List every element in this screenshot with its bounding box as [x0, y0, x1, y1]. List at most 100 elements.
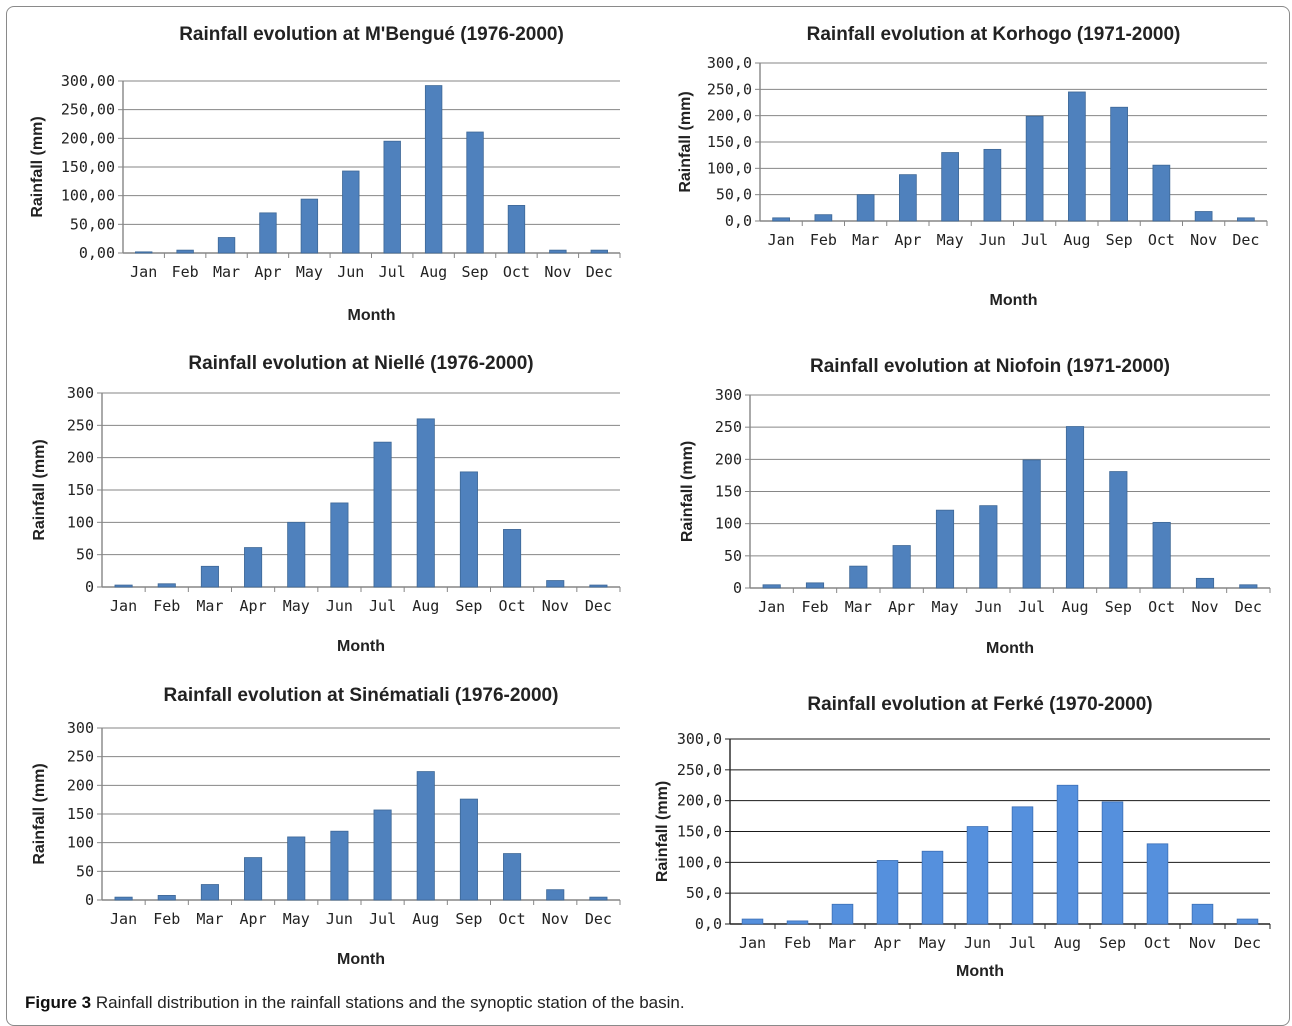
x-axis-label: Month [337, 951, 385, 968]
x-tick-label: Nov [544, 263, 571, 281]
bar-jun [342, 170, 360, 254]
x-tick-label: Jan [758, 598, 785, 616]
x-tick-label: Oct [1148, 598, 1175, 616]
caption-label: Figure 3 [25, 993, 92, 1012]
y-tick-label: 50 [724, 547, 742, 565]
bar-jul [1025, 115, 1044, 222]
x-tick-label: Jan [110, 910, 137, 928]
bar-jan [772, 217, 790, 222]
bar-sep [459, 798, 478, 901]
y-tick-label: 150,0 [707, 133, 752, 151]
x-tick-label: Aug [1054, 934, 1081, 952]
bar-oct [503, 529, 522, 588]
y-tick-label: 300,0 [677, 730, 722, 748]
bar-mar [217, 237, 236, 254]
x-tick-label: Sep [455, 597, 482, 615]
x-tick-label: Aug [420, 263, 447, 281]
y-tick-label: 100,0 [677, 853, 722, 871]
bar-jan [762, 584, 781, 589]
y-tick-label: 0,00 [79, 244, 115, 262]
bar-jan [114, 896, 133, 901]
x-tick-label: Sep [1105, 598, 1132, 616]
x-tick-label: May [283, 910, 310, 928]
x-tick-label: Oct [1148, 231, 1175, 249]
bar-dec [1236, 918, 1259, 925]
bar-oct [507, 205, 526, 254]
x-tick-label: Jul [369, 597, 396, 615]
y-axis-label: Rainfall (mm) [677, 91, 694, 192]
bar-jun [330, 830, 349, 901]
y-tick-label: 50,00 [70, 215, 115, 233]
bar-nov [546, 889, 565, 901]
charts-canvas: Rainfall evolution at M'Bengué (1976-200… [29, 24, 1271, 980]
bar-jan [114, 584, 133, 588]
x-tick-label: Nov [1191, 598, 1218, 616]
x-tick-label: Jan [739, 934, 766, 952]
bar-aug [416, 418, 435, 588]
bar-jul [373, 809, 392, 901]
y-tick-label: 100 [67, 513, 94, 531]
bar-may [287, 836, 306, 901]
x-tick-label: Jun [975, 598, 1002, 616]
bar-may [300, 198, 319, 254]
bar-mar [849, 565, 868, 589]
bar-sep [1109, 471, 1128, 589]
bar-feb [176, 249, 194, 254]
chart-title: Rainfall evolution at Sinématiali (1976-… [164, 685, 559, 706]
x-axis-label: Month [986, 640, 1034, 657]
x-tick-label: Jun [337, 263, 364, 281]
bar-apr [899, 174, 917, 222]
bar-jun [966, 826, 989, 925]
x-tick-label: Dec [586, 263, 613, 281]
bar-jul [383, 140, 401, 254]
x-tick-label: Jan [110, 597, 137, 615]
x-tick-label: Apr [240, 597, 267, 615]
bar-jan [741, 918, 764, 925]
y-tick-label: 50,0 [686, 884, 722, 902]
x-axis-label: Month [956, 963, 1004, 980]
x-tick-label: Aug [412, 597, 439, 615]
x-tick-label: Apr [240, 910, 267, 928]
chart-1: Rainfall evolution at M'Bengué (1976-200… [29, 24, 621, 324]
figure-caption: Figure 3 Rainfall distribution in the ra… [25, 993, 685, 1013]
x-tick-label: May [931, 598, 958, 616]
x-tick-label: Sep [1106, 231, 1133, 249]
x-tick-label: Dec [585, 910, 612, 928]
x-tick-label: Dec [585, 597, 612, 615]
y-tick-label: 150,00 [61, 158, 115, 176]
x-tick-label: May [919, 934, 946, 952]
x-tick-label: Feb [153, 597, 180, 615]
x-tick-label: Apr [894, 231, 921, 249]
bar-dec [589, 584, 608, 588]
bar-may [921, 850, 944, 925]
x-tick-label: Nov [1189, 934, 1216, 952]
bar-mar [856, 194, 875, 222]
bar-dec [589, 896, 608, 901]
x-tick-label: Feb [801, 598, 828, 616]
x-tick-label: Mar [845, 598, 872, 616]
chart-6: Rainfall evolution at Ferké (1970-2000) 0… [654, 694, 1271, 980]
y-tick-label: 200 [715, 450, 742, 468]
bar-feb [157, 895, 176, 901]
x-tick-label: May [937, 231, 964, 249]
bar-feb [157, 583, 176, 588]
bar-aug [1065, 426, 1085, 589]
y-tick-label: 150,0 [677, 823, 722, 841]
x-tick-label: Oct [503, 263, 530, 281]
x-tick-label: Mar [196, 910, 223, 928]
x-tick-label: Jun [326, 910, 353, 928]
x-tick-label: Nov [542, 910, 569, 928]
x-tick-label: Sep [461, 263, 488, 281]
chart-title: Rainfall evolution at Korhogo (1971-2000… [807, 24, 1181, 45]
chart-title: Rainfall evolution at M'Bengué (1976-200… [179, 24, 564, 45]
y-tick-label: 250 [715, 418, 742, 436]
bar-jun [983, 148, 1002, 222]
y-tick-label: 50 [76, 862, 94, 880]
x-axis-label: Month [348, 307, 396, 324]
y-tick-label: 300,0 [707, 54, 752, 72]
x-tick-label: Nov [542, 597, 569, 615]
x-tick-label: Oct [1144, 934, 1171, 952]
bar-oct [1152, 521, 1171, 589]
x-tick-label: Dec [1234, 934, 1261, 952]
bar-dec [1237, 217, 1255, 222]
